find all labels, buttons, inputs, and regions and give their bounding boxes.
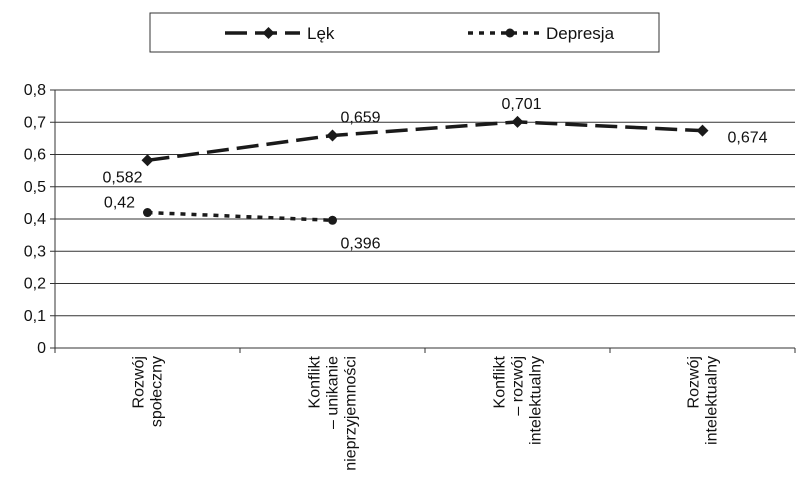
y-tick-label: 0,8: [24, 82, 46, 99]
x-tick-label: Rozwój: [131, 356, 148, 408]
x-tick-label: społeczny: [149, 356, 166, 427]
y-axis: 0 0,1 0,2 0,3 0,4 0,5 0,6 0,7 0,8: [24, 82, 56, 357]
legend-label: Depresja: [546, 24, 615, 43]
x-tick-label: nieprzyjemności: [343, 356, 360, 471]
series-line: [147, 210, 333, 223]
x-tick-label: intelektualny: [704, 356, 721, 445]
y-tick-label: 0,2: [24, 276, 46, 293]
x-tick-label: Konflikt: [492, 355, 509, 408]
data-point: [143, 208, 152, 218]
y-tick-label: 0,3: [24, 243, 46, 260]
series-line: [147, 120, 703, 163]
x-axis: Rozwój społeczny Konflikt – unikanie nieprzy…: [54, 347, 796, 471]
x-tick-label: Konflikt: [307, 355, 324, 408]
data-point: [262, 27, 275, 39]
legend: Lęk Depresja: [149, 12, 660, 53]
series-layer: [141, 115, 709, 225]
y-tick-label: 0: [37, 340, 46, 357]
y-tick-label: 0,4: [24, 211, 46, 228]
data-point: [696, 124, 709, 137]
y-tick-label: 0,1: [24, 308, 46, 325]
data-label: 0,659: [340, 109, 380, 126]
data-label: 0,42: [104, 195, 135, 212]
x-tick-label: – unikanie: [325, 356, 342, 429]
data-point: [326, 129, 339, 142]
x-tick-label: – rozwój: [510, 356, 527, 416]
data-point: [141, 154, 154, 167]
y-tick-label: 0,6: [24, 147, 46, 164]
data-point: [328, 215, 337, 225]
data-label: 0,582: [102, 169, 142, 186]
x-tick-label: intelektualny: [528, 356, 545, 445]
y-tick-label: 0,5: [24, 179, 46, 196]
gridlines: [55, 89, 795, 317]
data-labels: 0,582 0,659 0,701 0,674 0,42 0,396: [102, 96, 767, 252]
x-tick-label: Rozwój: [686, 356, 703, 408]
data-label: 0,674: [727, 130, 767, 147]
data-label: 0,396: [340, 235, 380, 252]
y-tick-label: 0,7: [24, 114, 46, 131]
data-label: 0,701: [501, 96, 541, 113]
data-point: [511, 115, 524, 128]
legend-label: Lęk: [307, 24, 335, 43]
data-point: [505, 28, 515, 38]
